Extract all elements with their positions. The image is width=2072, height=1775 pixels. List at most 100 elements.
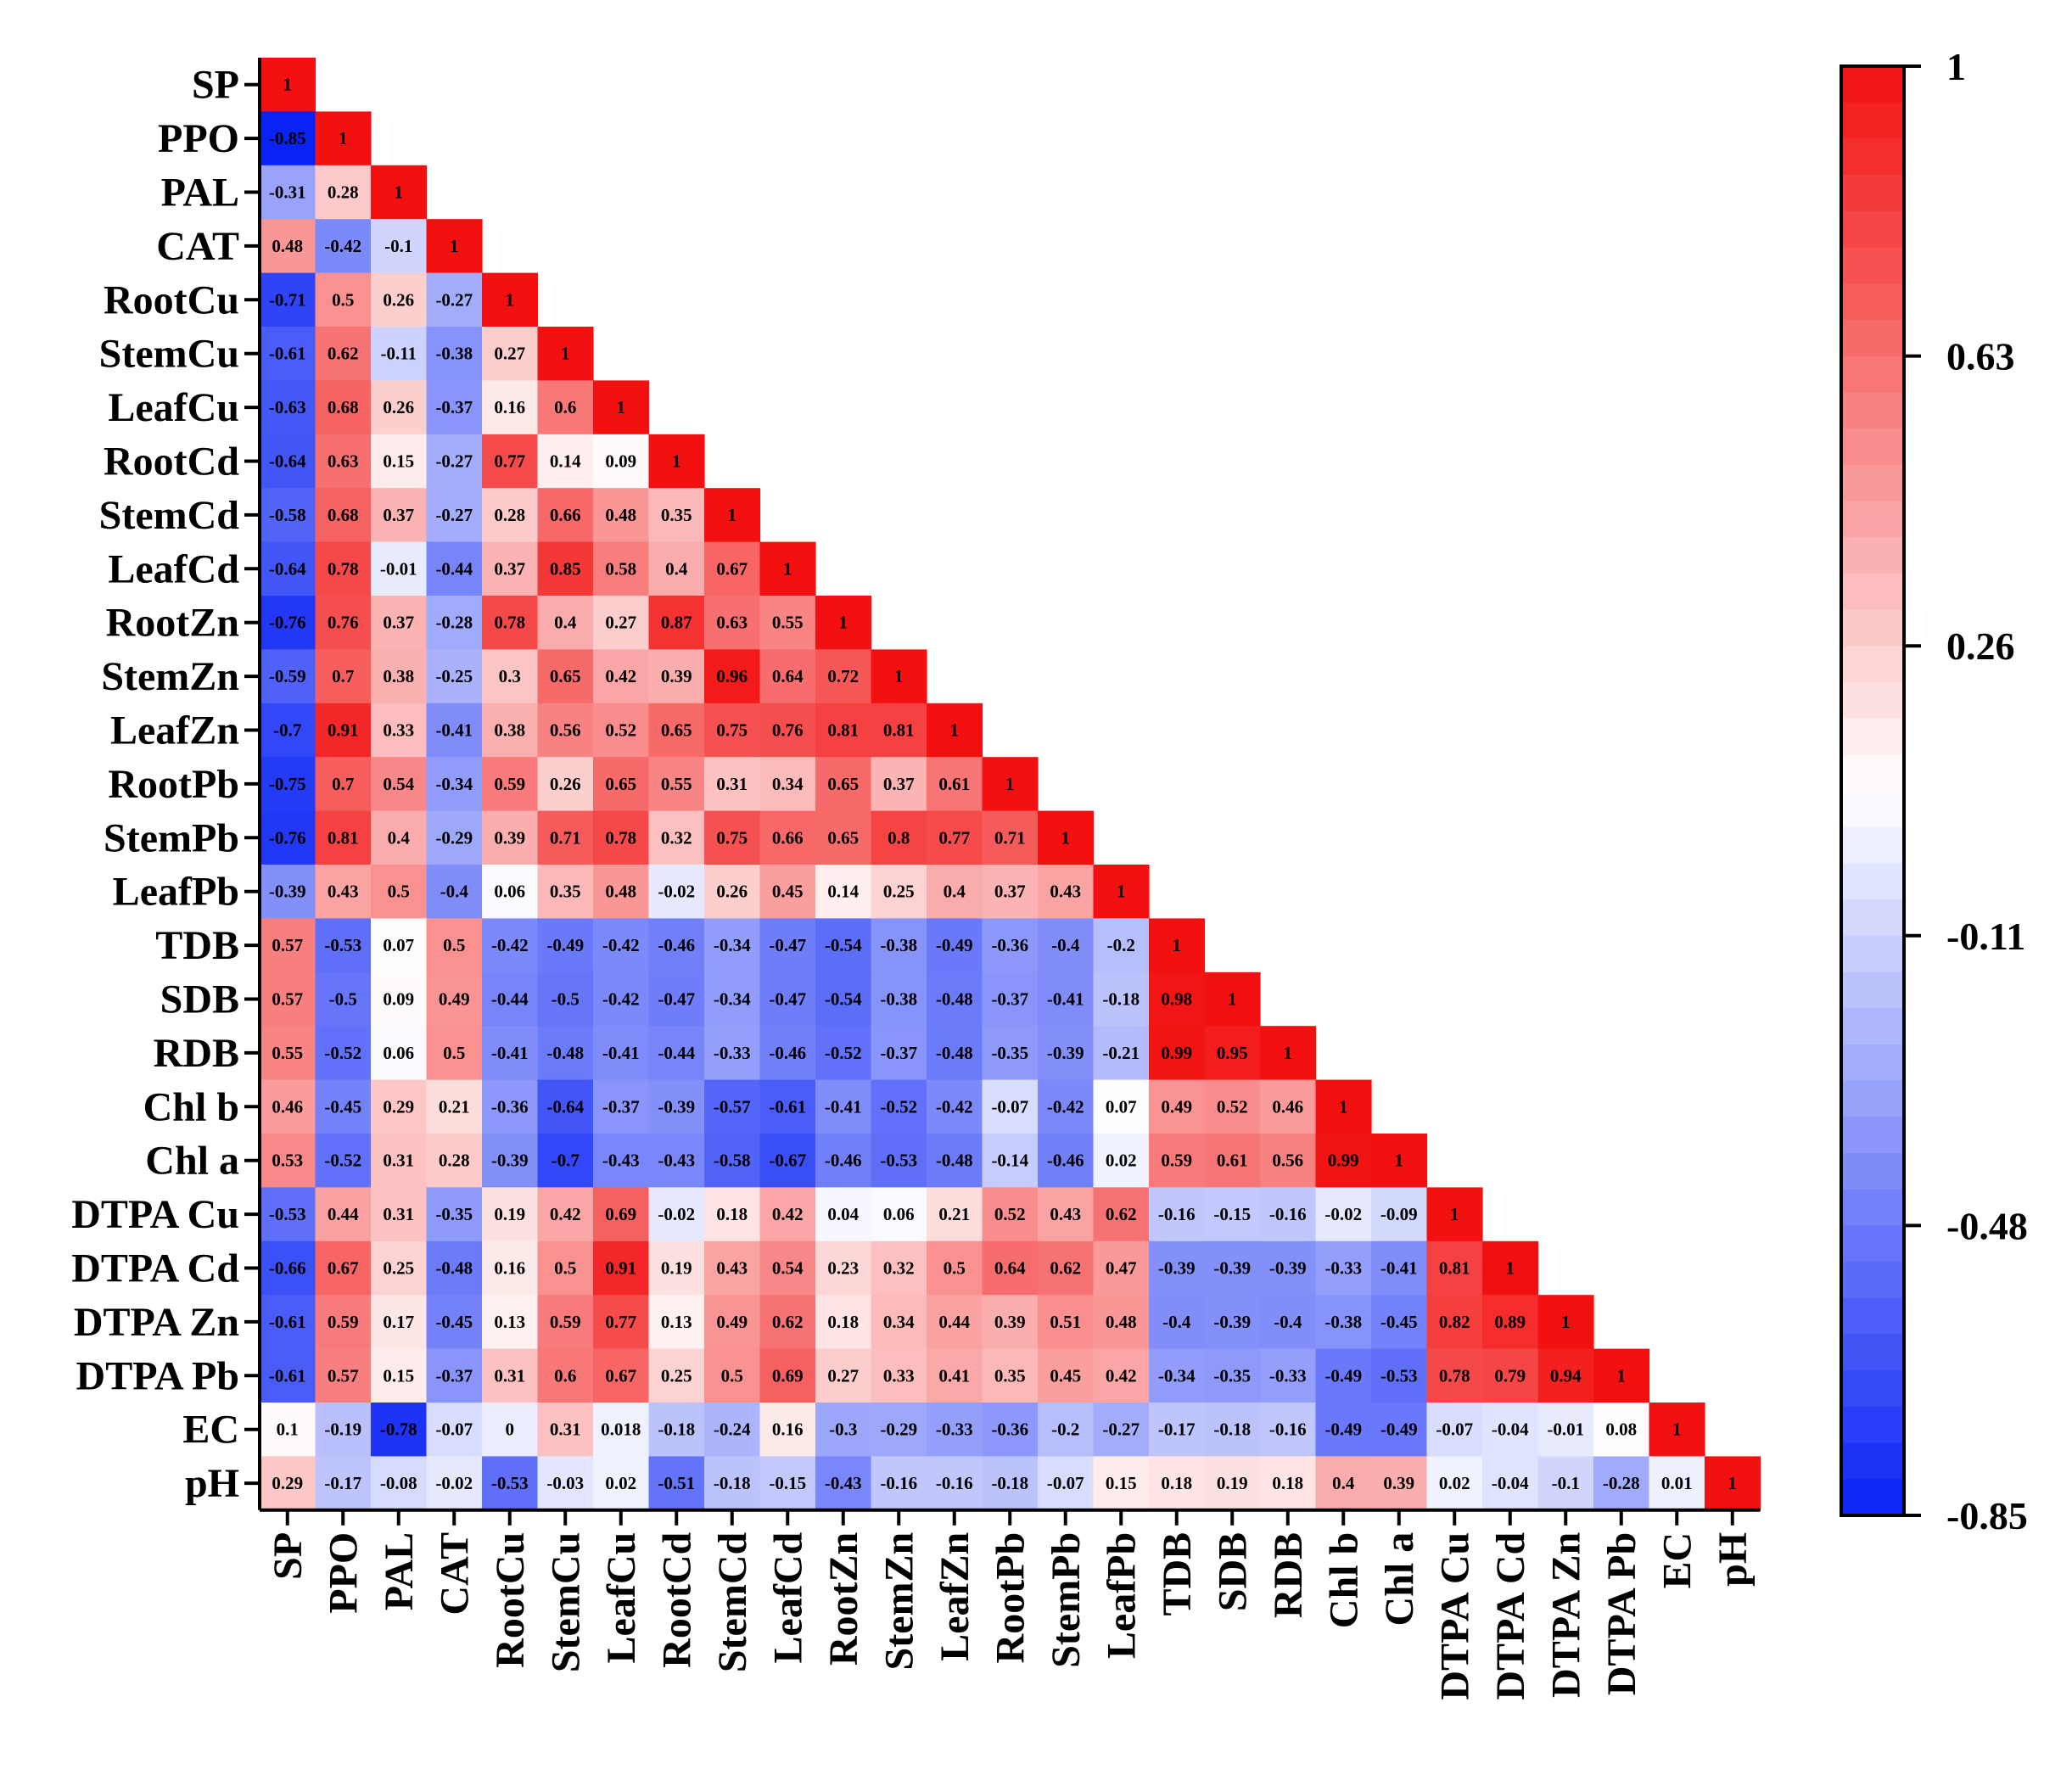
- cell-value-label: -0.15: [769, 1473, 806, 1493]
- colorbar-tick-label: 1: [1946, 45, 1966, 88]
- cell-value-label: -0.85: [269, 128, 306, 148]
- cell-value-label: -0.04: [1492, 1473, 1529, 1493]
- heatmap-cell-LeafPb-RootZn: [815, 865, 872, 919]
- cell-value-label: 0.28: [328, 182, 359, 203]
- heatmap-cell-RootCd-SP: [260, 434, 316, 489]
- heatmap-cell-LeafZn-RootCu: [482, 703, 539, 758]
- cell-value-label: 0: [506, 1419, 515, 1440]
- heatmap-cell-Chl a-PAL: [371, 1134, 428, 1188]
- heatmap-cell-RDB-RootZn: [815, 1026, 872, 1081]
- heatmap-cell-Chl b-SP: [260, 1079, 316, 1134]
- row-label-SP: SP: [192, 63, 239, 108]
- heatmap-cell-StemCd-PAL: [371, 488, 428, 543]
- heatmap-cell-EC-LeafCd: [759, 1403, 816, 1457]
- cell-value-label: -0.42: [602, 935, 640, 955]
- heatmap-cell-SDB-LeafZn: [927, 971, 983, 1027]
- cell-value-label: 0.65: [550, 666, 581, 686]
- heatmap-cell-PPO-SP: [260, 111, 316, 166]
- heatmap-cell-DTPA Cu-Chl b: [1315, 1187, 1372, 1242]
- column-label-SP: SP: [266, 1532, 311, 1580]
- cell-value-label: 0.68: [328, 505, 359, 525]
- colorbar-segment: [1841, 501, 1904, 538]
- cell-value-label: -0.46: [658, 935, 695, 955]
- heatmap-cell-EC-EC: [1649, 1403, 1705, 1457]
- heatmap-cell-DTPA Cu-LeafCd: [759, 1187, 816, 1242]
- heatmap-cell-pH-Chl a: [1371, 1456, 1428, 1511]
- row-label-DTPA-Cd: DTPA Cd: [71, 1246, 239, 1291]
- heatmap-cell-Chl b-PPO: [315, 1079, 372, 1134]
- heatmap-cell-StemPb-StemZn: [871, 810, 927, 865]
- cell-value-label: -0.41: [602, 1043, 640, 1063]
- heatmap-cell-EC-StemCd: [704, 1403, 761, 1457]
- heatmap-cell-SDB-PAL: [371, 971, 428, 1027]
- heatmap-cell-RootPb-SP: [260, 757, 316, 812]
- heatmap-cell-DTPA Cu-RootPb: [982, 1187, 1039, 1242]
- cell-value-label: 1: [450, 236, 459, 256]
- heatmap-cell-DTPA Cd-SDB: [1204, 1240, 1261, 1296]
- cell-value-label: 0.77: [938, 827, 970, 848]
- cell-value-label: 0.52: [605, 720, 636, 741]
- colorbar-segment: [1841, 899, 1904, 937]
- cell-value-label: 1: [1339, 1096, 1348, 1117]
- cell-value-label: 0.43: [1050, 1204, 1081, 1224]
- heatmap-cell-DTPA Cd-LeafZn: [927, 1240, 983, 1296]
- heatmap-cell-Chl b-StemCu: [537, 1079, 594, 1134]
- heatmap-cell-StemZn-StemCu: [537, 649, 594, 704]
- cell-value-label: -0.35: [1213, 1365, 1251, 1386]
- heatmap-cell-Chl a-StemPb: [1038, 1134, 1095, 1188]
- heatmap-cell-TDB-RootCd: [648, 918, 705, 973]
- heatmap-cell-DTPA Cd-StemCu: [537, 1240, 594, 1296]
- heatmap-cell-DTPA Zn-LeafZn: [927, 1295, 983, 1350]
- cell-value-label: -0.18: [1213, 1419, 1251, 1440]
- heatmap-cell-StemPb-StemCd: [704, 810, 761, 865]
- cell-value-label: -0.4: [1051, 935, 1080, 955]
- colorbar-segment: [1841, 863, 1904, 900]
- row-label-DTPA-Zn: DTPA Zn: [74, 1300, 239, 1345]
- cell-value-label: -0.37: [435, 397, 473, 417]
- heatmap-cell-PAL-SP: [260, 165, 316, 220]
- heatmap-cell-DTPA Zn-TDB: [1149, 1295, 1206, 1350]
- heatmap-cell-Chl a-SDB: [1204, 1134, 1261, 1188]
- heatmap-cell-RDB-StemPb: [1038, 1026, 1095, 1081]
- heatmap-cell-Chl a-LeafZn: [927, 1134, 983, 1188]
- heatmap-cell-DTPA Pb-Chl b: [1315, 1348, 1372, 1403]
- cell-value-label: -0.17: [324, 1473, 361, 1493]
- cell-value-label: 0.35: [661, 505, 692, 525]
- cell-value-label: -0.02: [435, 1473, 473, 1493]
- cell-value-label: -0.7: [273, 720, 301, 741]
- cell-value-label: -0.18: [658, 1419, 695, 1440]
- cell-value-label: -0.48: [936, 989, 973, 1010]
- cell-value-label: -0.39: [1269, 1258, 1307, 1279]
- cell-value-label: 0.99: [1161, 1043, 1192, 1063]
- cell-value-label: -0.52: [880, 1096, 917, 1117]
- heatmap-cell-LeafZn-LeafCd: [759, 703, 816, 758]
- heatmap-cell-RootZn-CAT: [426, 596, 483, 650]
- heatmap-cell-Chl a-RootPb: [982, 1134, 1039, 1188]
- row-label-LeafCd: LeafCd: [108, 546, 239, 591]
- cell-value-label: 0.53: [272, 1151, 303, 1171]
- cell-value-label: 0.26: [716, 882, 748, 902]
- heatmap-cell-DTPA Zn-LeafCu: [593, 1295, 650, 1350]
- cell-value-label: -0.34: [714, 935, 751, 955]
- cell-value-label: 0.69: [605, 1204, 636, 1224]
- cell-value-label: -0.27: [435, 451, 473, 472]
- cell-value-label: 0.28: [439, 1151, 470, 1171]
- cell-value-label: 0.45: [1050, 1365, 1081, 1386]
- cell-value-label: -0.41: [491, 1043, 529, 1063]
- heatmap-cell-Chl b-LeafCd: [759, 1079, 816, 1134]
- heatmap-cell-EC-LeafPb: [1093, 1403, 1150, 1457]
- colorbar-tick-label: -0.85: [1946, 1494, 2028, 1537]
- heatmap-cell-TDB-TDB: [1149, 918, 1206, 973]
- cell-value-label: -0.34: [435, 774, 473, 794]
- row-label-Chl-a: Chl a: [145, 1139, 239, 1184]
- heatmap-cell-TDB-LeafZn: [927, 918, 983, 973]
- heatmap-cell-pH-LeafCd: [759, 1456, 816, 1511]
- cell-value-label: 0.37: [383, 505, 414, 525]
- heatmap-cell-RootCd-StemCu: [537, 434, 594, 489]
- cell-value-label: -0.16: [1269, 1419, 1307, 1440]
- cell-value-label: 0.35: [550, 882, 581, 902]
- heatmap-cell-SDB-StemCd: [704, 971, 761, 1027]
- cell-value-label: 0.18: [1161, 1473, 1192, 1493]
- heatmap-cell-DTPA Pb-SP: [260, 1348, 316, 1403]
- cell-value-label: -0.35: [991, 1043, 1028, 1063]
